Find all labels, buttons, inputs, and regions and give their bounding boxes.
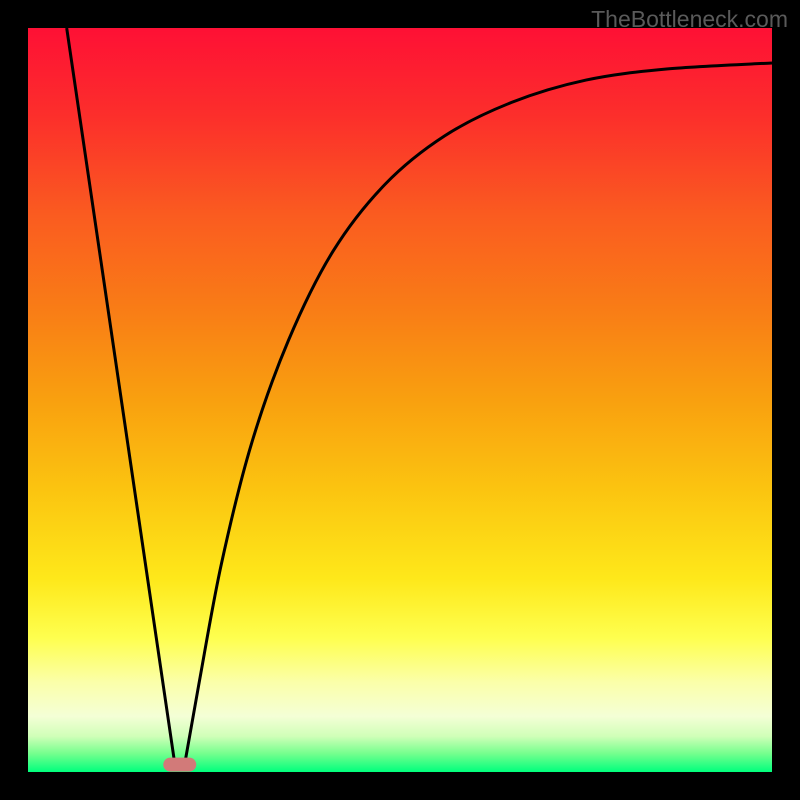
minimum-marker	[163, 757, 196, 772]
gradient-background	[28, 28, 772, 772]
chart-svg	[28, 28, 772, 772]
chart-frame: TheBottleneck.com	[0, 0, 800, 800]
watermark-text: TheBottleneck.com	[591, 6, 788, 33]
plot-area	[28, 28, 772, 772]
